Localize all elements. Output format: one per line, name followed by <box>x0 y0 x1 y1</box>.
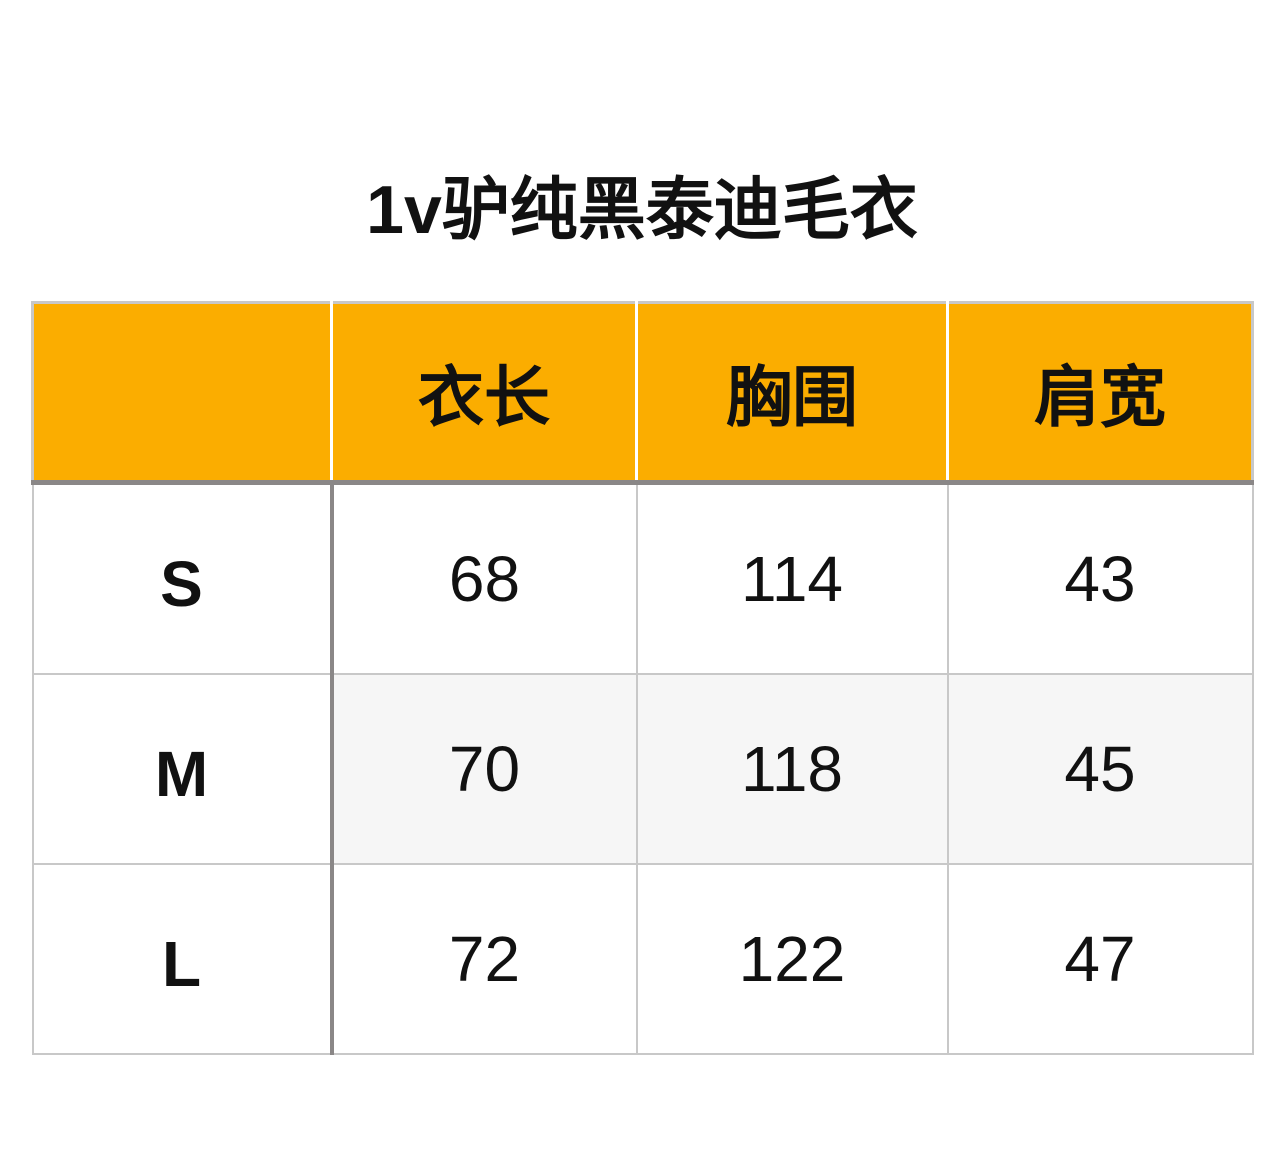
header-cell-length: 衣长 <box>330 301 638 485</box>
table-row: S 68 114 43 <box>31 481 1254 675</box>
cell-shoulder: 47 <box>946 863 1254 1055</box>
table-row: L 72 122 47 <box>31 863 1254 1055</box>
size-table: 衣长 胸围 肩宽 S 68 114 43 M 70 118 45 L 72 12… <box>31 301 1254 1055</box>
cell-shoulder: 43 <box>946 481 1254 675</box>
header-cell-chest: 胸围 <box>635 301 949 485</box>
cell-shoulder: 45 <box>946 673 1254 865</box>
table-row: M 70 118 45 <box>31 673 1254 865</box>
header-cell-empty <box>31 301 333 485</box>
cell-chest: 114 <box>635 481 949 675</box>
page-title: 1v驴纯黑泰迪毛衣 <box>366 172 918 248</box>
cell-length: 70 <box>330 673 638 865</box>
cell-length: 68 <box>330 481 638 675</box>
cell-chest: 122 <box>635 863 949 1055</box>
size-label: L <box>31 863 334 1055</box>
header-cell-shoulder: 肩宽 <box>946 301 1254 485</box>
cell-chest: 118 <box>635 673 949 865</box>
header-row: 衣长 胸围 肩宽 <box>31 301 1254 485</box>
size-label: S <box>31 481 334 675</box>
cell-length: 72 <box>330 863 638 1055</box>
size-label: M <box>31 673 334 865</box>
